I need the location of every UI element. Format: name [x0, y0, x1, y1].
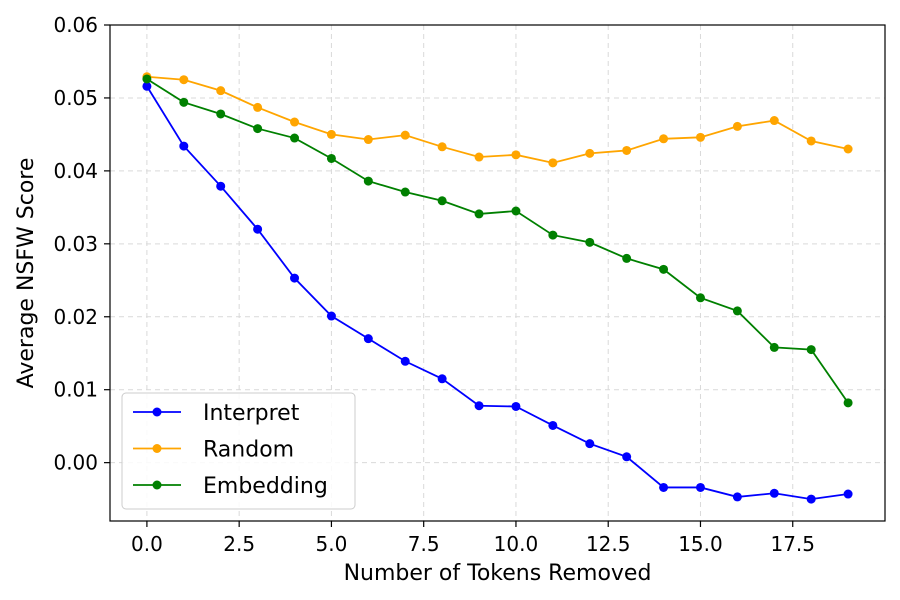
- interpret-point: [400, 356, 410, 366]
- y-tick-label: 0.02: [53, 305, 98, 329]
- embedding-point: [437, 196, 447, 206]
- y-axis-label: Average NSFW Score: [14, 158, 39, 389]
- random-point: [216, 86, 226, 96]
- series-embedding: [142, 74, 853, 408]
- random-point: [806, 136, 816, 146]
- embedding-point: [363, 176, 373, 186]
- random-point: [474, 152, 484, 162]
- y-tick-label: 0.01: [53, 378, 98, 402]
- random-point: [400, 130, 410, 140]
- x-tick-label: 12.5: [586, 532, 631, 556]
- embedding-point: [585, 237, 595, 247]
- legend-box: [121, 392, 356, 510]
- interpret-point: [253, 224, 263, 234]
- interpret-point: [843, 489, 853, 499]
- embedding-point: [253, 124, 263, 134]
- y-tick-label: 0.05: [53, 86, 98, 110]
- legend-marker-embedding: [152, 480, 162, 490]
- interpret-point: [511, 401, 521, 411]
- x-tick-label: 10.0: [494, 532, 539, 556]
- interpret-point: [437, 374, 447, 384]
- interpret-point: [363, 334, 373, 344]
- series-random: [142, 72, 853, 168]
- x-tick-label: 2.5: [223, 532, 255, 556]
- embedding-line: [146, 78, 849, 404]
- random-point: [363, 135, 373, 145]
- legend-marker-interpret: [152, 407, 162, 417]
- embedding-point: [142, 74, 152, 84]
- x-axis-label: Number of Tokens Removed: [344, 561, 652, 586]
- random-point: [622, 145, 632, 155]
- y-tick-label: 0.04: [53, 159, 98, 183]
- embedding-point: [659, 264, 669, 274]
- y-tick-label: 0.03: [53, 232, 98, 256]
- random-point: [843, 144, 853, 154]
- embedding-point: [216, 109, 226, 119]
- embedding-point: [548, 230, 558, 240]
- interpret-point: [732, 492, 742, 502]
- interpret-line: [146, 85, 849, 501]
- embedding-point: [622, 253, 632, 263]
- random-point: [659, 134, 669, 144]
- random-point: [511, 150, 521, 160]
- interpret-point: [622, 452, 632, 462]
- embedding-point: [806, 345, 816, 355]
- embedding-point: [179, 97, 189, 107]
- y-tick-label: 0.06: [53, 13, 98, 37]
- legend-marker-random: [152, 444, 162, 453]
- interpret-point: [474, 401, 484, 411]
- embedding-point: [400, 187, 410, 197]
- legend-label-random: Random: [203, 438, 294, 463]
- axis-ticks: 0.0 2.5 5.0 7.5 10.0 12.5 15.0 17.5 0.00 0.01 0.02…: [53, 13, 815, 556]
- legend-label-embedding: Embedding: [203, 474, 328, 499]
- embedding-point: [732, 306, 742, 316]
- interpret-point: [179, 141, 189, 151]
- x-tick-label: 5.0: [316, 532, 348, 556]
- random-point: [253, 102, 263, 112]
- interpret-point: [585, 439, 595, 449]
- interpret-point: [290, 273, 300, 283]
- embedding-point: [843, 398, 853, 408]
- random-point: [437, 142, 447, 152]
- random-point: [179, 75, 189, 85]
- legend-label-interpret: Interpret: [203, 401, 300, 426]
- random-line: [146, 75, 849, 164]
- interpret-point: [806, 494, 816, 504]
- y-tick-label: 0.00: [53, 451, 98, 475]
- interpret-point: [216, 181, 226, 191]
- random-point: [585, 148, 595, 158]
- random-point: [548, 158, 558, 168]
- x-tick-label: 17.5: [770, 532, 815, 556]
- embedding-point: [511, 206, 521, 216]
- embedding-point: [326, 153, 336, 163]
- x-tick-label: 7.5: [408, 532, 440, 556]
- interpret-point: [769, 488, 779, 498]
- x-tick-label: 0.0: [131, 532, 163, 556]
- interpret-point: [548, 420, 558, 430]
- random-point: [290, 117, 300, 127]
- x-tick-label: 15.0: [678, 532, 723, 556]
- series-interpret: [142, 81, 853, 504]
- interpret-point: [695, 482, 705, 492]
- embedding-point: [290, 133, 300, 143]
- interpret-point: [326, 311, 336, 321]
- random-point: [769, 116, 779, 126]
- embedding-point: [769, 342, 779, 352]
- embedding-point: [695, 293, 705, 303]
- series-lines: [142, 72, 853, 504]
- random-point: [326, 129, 336, 139]
- interpret-point: [142, 81, 152, 91]
- interpret-point: [659, 482, 669, 492]
- legend: Interpret Random Embedding: [121, 392, 356, 510]
- embedding-point: [474, 209, 484, 219]
- random-point: [695, 132, 705, 142]
- random-point: [732, 121, 742, 131]
- plot-area-frame: [109, 24, 886, 522]
